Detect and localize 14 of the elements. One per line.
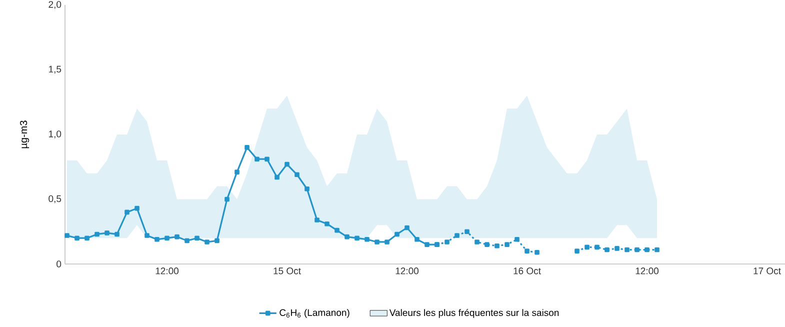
x-tick-label: 16 Oct	[514, 268, 541, 274]
y-tick-label: 0,5	[48, 195, 62, 204]
x-tick-label: 12:00	[396, 268, 419, 274]
y-tick-label: 1,5	[48, 66, 62, 74]
y-tick-label: 1,0	[48, 130, 62, 138]
y-tick-label: 0	[56, 260, 62, 268]
x-tick-label: 12:00	[156, 268, 179, 274]
legend-label: Valeurs les plus fréquentes sur la saison	[389, 308, 559, 318]
x-tick-label: 17 Oct	[754, 268, 781, 274]
y-tick-label: 2,0	[48, 1, 62, 9]
y-axis-title: µg-m3	[20, 120, 30, 148]
x-tick-label: 15 Oct	[274, 268, 301, 274]
legend-label: C$_{6}$H$_{6}$ (Lamanon)	[280, 309, 350, 318]
x-tick-label: 12:00	[636, 268, 659, 274]
